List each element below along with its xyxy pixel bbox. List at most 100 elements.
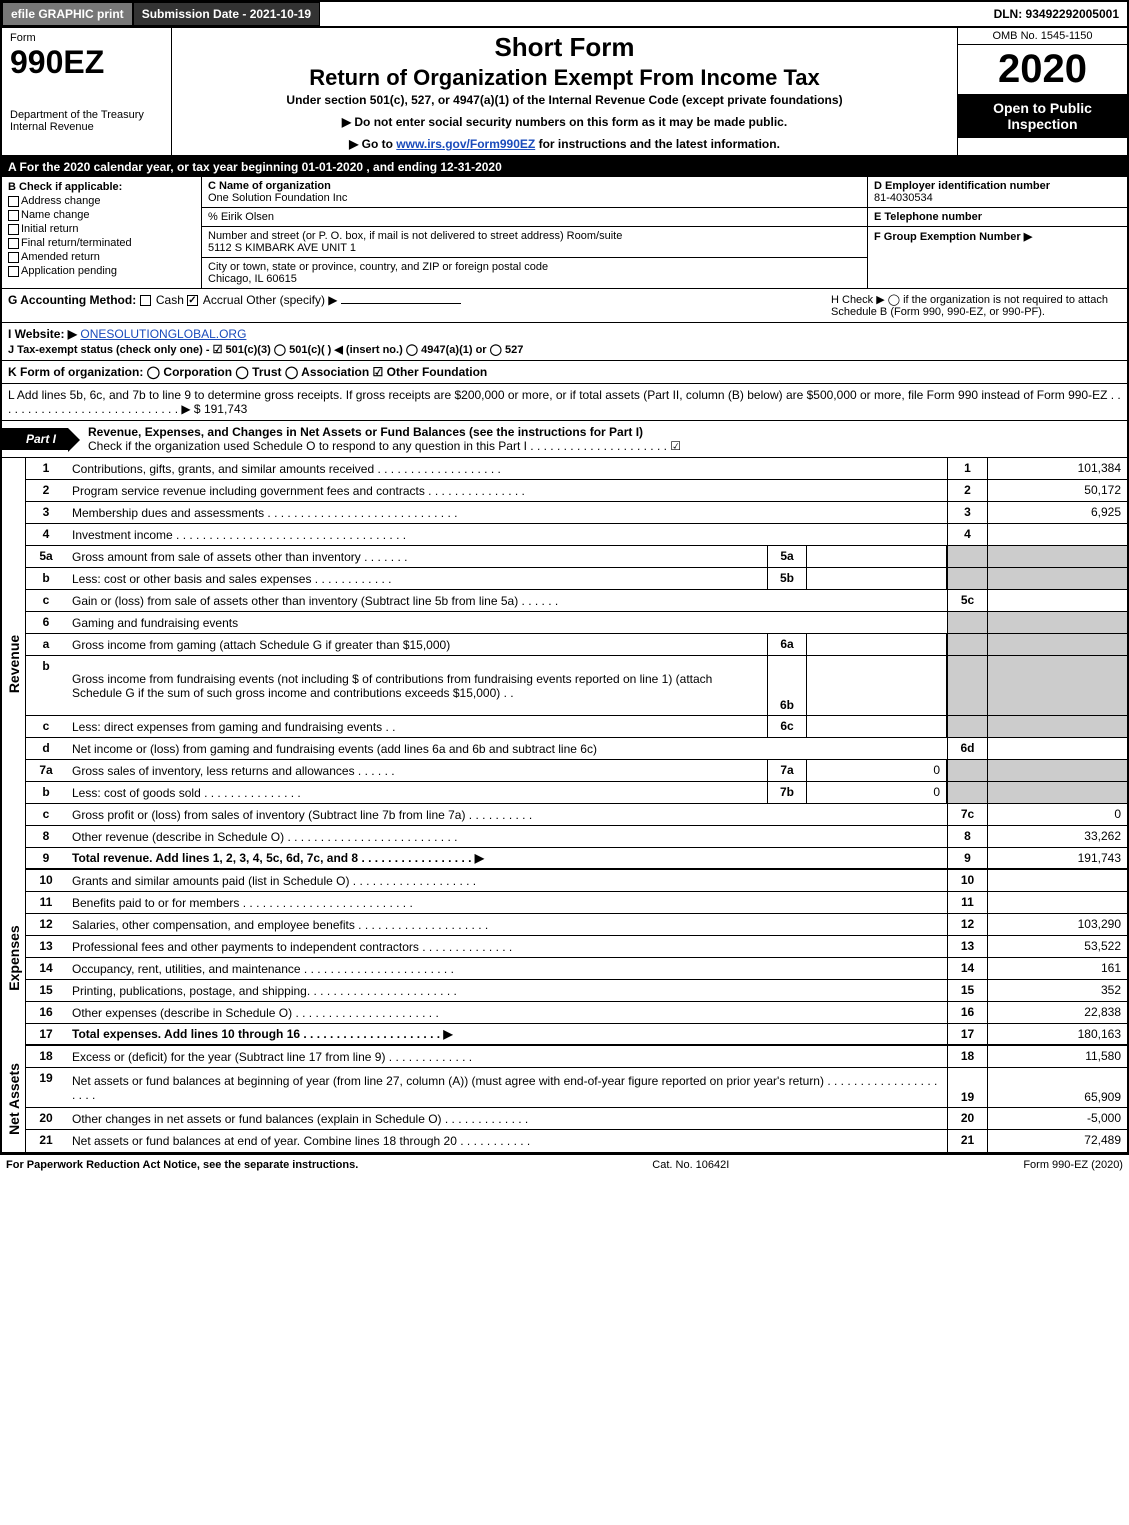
chk-label-0: Address change — [21, 195, 101, 207]
dln-label: DLN: 93492292005001 — [986, 3, 1127, 25]
tax-year: 2020 — [958, 45, 1127, 94]
line-2: 2Program service revenue including gover… — [26, 480, 1127, 502]
checkbox-initial-return[interactable] — [8, 224, 19, 235]
line-5b: bLess: cost or other basis and sales exp… — [26, 568, 1127, 590]
section-i-j: I Website: ▶ ONESOLUTIONGLOBAL.ORG J Tax… — [0, 323, 1129, 361]
checkbox-address-change[interactable] — [8, 196, 19, 207]
line-4: 4Investment income . . . . . . . . . . .… — [26, 524, 1127, 546]
line-5c: cGain or (loss) from sale of assets othe… — [26, 590, 1127, 612]
addr-label: Number and street (or P. O. box, if mail… — [208, 230, 622, 242]
cat-number: Cat. No. 10642I — [652, 1159, 729, 1171]
form-number: 990EZ — [10, 44, 163, 81]
line-15: 15Printing, publications, postage, and s… — [26, 980, 1127, 1002]
part-1-title: Revenue, Expenses, and Changes in Net As… — [88, 425, 643, 439]
accrual-label: Accrual — [203, 293, 243, 307]
website-label: I Website: ▶ — [8, 327, 77, 341]
tax-exempt-status: J Tax-exempt status (check only one) - ☑… — [8, 344, 523, 356]
net-assets-side-label: Net Assets — [2, 1046, 26, 1152]
line-14: 14Occupancy, rent, utilities, and mainte… — [26, 958, 1127, 980]
line-6: 6Gaming and fundraising events — [26, 612, 1127, 634]
section-g-h: G Accounting Method: Cash Accrual Other … — [0, 289, 1129, 323]
line-3: 3Membership dues and assessments . . . .… — [26, 502, 1127, 524]
form-ref: Form 990-EZ (2020) — [1023, 1159, 1123, 1171]
line-7a: 7aGross sales of inventory, less returns… — [26, 760, 1127, 782]
subtitle: Under section 501(c), 527, or 4947(a)(1)… — [180, 93, 949, 107]
section-b-header: B Check if applicable: — [8, 181, 122, 193]
org-name-label: C Name of organization — [208, 180, 331, 192]
efile-print-button[interactable]: efile GRAPHIC print — [2, 2, 133, 26]
line-6b: bGross income from fundraising events (n… — [26, 656, 1127, 716]
checkbox-final-return[interactable] — [8, 238, 19, 249]
inspection-badge: Open to Public Inspection — [958, 94, 1127, 138]
chk-label-5: Application pending — [21, 265, 117, 277]
goto-pre: ▶ Go to — [349, 137, 396, 151]
section-d-e-f: D Employer identification number 81-4030… — [867, 177, 1127, 288]
paperwork-notice: For Paperwork Reduction Act Notice, see … — [6, 1159, 358, 1171]
main-title: Return of Organization Exempt From Incom… — [180, 65, 949, 91]
city-label: City or town, state or province, country… — [208, 261, 548, 273]
instructions-line: ▶ Go to www.irs.gov/Form990EZ for instru… — [180, 137, 949, 151]
line-7b: bLess: cost of goods sold . . . . . . . … — [26, 782, 1127, 804]
org-info-block: B Check if applicable: Address change Na… — [0, 177, 1129, 289]
part-1-label: Part I — [2, 428, 68, 450]
line-16: 16Other expenses (describe in Schedule O… — [26, 1002, 1127, 1024]
checkbox-name-change[interactable] — [8, 210, 19, 221]
checkbox-accrual[interactable] — [187, 295, 198, 306]
ein-value: 81-4030534 — [874, 192, 933, 204]
part-1-header: Part I Revenue, Expenses, and Changes in… — [0, 421, 1129, 458]
short-form-title: Short Form — [180, 32, 949, 63]
expenses-side-label: Expenses — [2, 870, 26, 1046]
line-7c: cGross profit or (loss) from sales of in… — [26, 804, 1127, 826]
website-link[interactable]: ONESOLUTIONGLOBAL.ORG — [80, 327, 246, 341]
irs-link[interactable]: www.irs.gov/Form990EZ — [396, 137, 535, 151]
section-h: H Check ▶ ◯ if the organization is not r… — [821, 293, 1121, 318]
other-specify-label: Other (specify) ▶ — [246, 293, 337, 307]
form-of-org: K Form of organization: ◯ Corporation ◯ … — [8, 365, 487, 379]
line-5a: 5aGross amount from sale of assets other… — [26, 546, 1127, 568]
part-1-check-line: Check if the organization used Schedule … — [88, 439, 681, 453]
line-18: 18Excess or (deficit) for the year (Subt… — [26, 1046, 1127, 1068]
section-c: C Name of organization One Solution Foun… — [202, 177, 867, 288]
omb-number: OMB No. 1545-1150 — [958, 28, 1127, 45]
chk-label-2: Initial return — [21, 223, 78, 235]
form-label: Form — [10, 32, 163, 44]
line-6d: dNet income or (loss) from gaming and fu… — [26, 738, 1127, 760]
line-11: 11Benefits paid to or for members . . . … — [26, 892, 1127, 914]
group-exemption-label: F Group Exemption Number ▶ — [874, 231, 1032, 243]
page-footer: For Paperwork Reduction Act Notice, see … — [0, 1154, 1129, 1175]
net-assets-section: Net Assets 18Excess or (deficit) for the… — [0, 1046, 1129, 1154]
section-l: L Add lines 5b, 6c, and 7b to line 9 to … — [0, 384, 1129, 421]
ssn-warning: ▶ Do not enter social security numbers o… — [180, 115, 949, 129]
line-20: 20Other changes in net assets or fund ba… — [26, 1108, 1127, 1130]
expenses-section: Expenses 10Grants and similar amounts pa… — [0, 870, 1129, 1046]
line-1: 1Contributions, gifts, grants, and simil… — [26, 458, 1127, 480]
checkbox-application-pending[interactable] — [8, 266, 19, 277]
line-12: 12Salaries, other compensation, and empl… — [26, 914, 1127, 936]
line-21: 21Net assets or fund balances at end of … — [26, 1130, 1127, 1152]
org-name: One Solution Foundation Inc — [208, 192, 347, 204]
goto-post: for instructions and the latest informat… — [535, 137, 780, 151]
form-header: Form 990EZ Department of the Treasury In… — [0, 28, 1129, 157]
accounting-method-label: G Accounting Method: — [8, 293, 136, 307]
telephone-label: E Telephone number — [874, 211, 982, 223]
line-17: 17Total expenses. Add lines 10 through 1… — [26, 1024, 1127, 1046]
revenue-section: Revenue 1Contributions, gifts, grants, a… — [0, 458, 1129, 870]
cash-label: Cash — [156, 293, 184, 307]
checkbox-amended-return[interactable] — [8, 252, 19, 263]
section-k: K Form of organization: ◯ Corporation ◯ … — [0, 361, 1129, 384]
checkbox-cash[interactable] — [140, 295, 151, 306]
line-10: 10Grants and similar amounts paid (list … — [26, 870, 1127, 892]
revenue-side-label: Revenue — [2, 458, 26, 870]
care-of: % Eirik Olsen — [202, 208, 867, 227]
ein-label: D Employer identification number — [874, 180, 1050, 192]
line-19: 19Net assets or fund balances at beginni… — [26, 1068, 1127, 1108]
gross-receipts-text: L Add lines 5b, 6c, and 7b to line 9 to … — [8, 388, 1121, 416]
chk-label-4: Amended return — [21, 251, 100, 263]
top-bar: efile GRAPHIC print Submission Date - 20… — [0, 0, 1129, 28]
submission-date-button[interactable]: Submission Date - 2021-10-19 — [133, 2, 320, 26]
department-label: Department of the Treasury Internal Reve… — [10, 109, 163, 133]
section-b: B Check if applicable: Address change Na… — [2, 177, 202, 288]
chk-label-1: Name change — [21, 209, 90, 221]
section-a-tax-year: A For the 2020 calendar year, or tax yea… — [0, 157, 1129, 177]
street-address: 5112 S KIMBARK AVE UNIT 1 — [208, 242, 356, 254]
